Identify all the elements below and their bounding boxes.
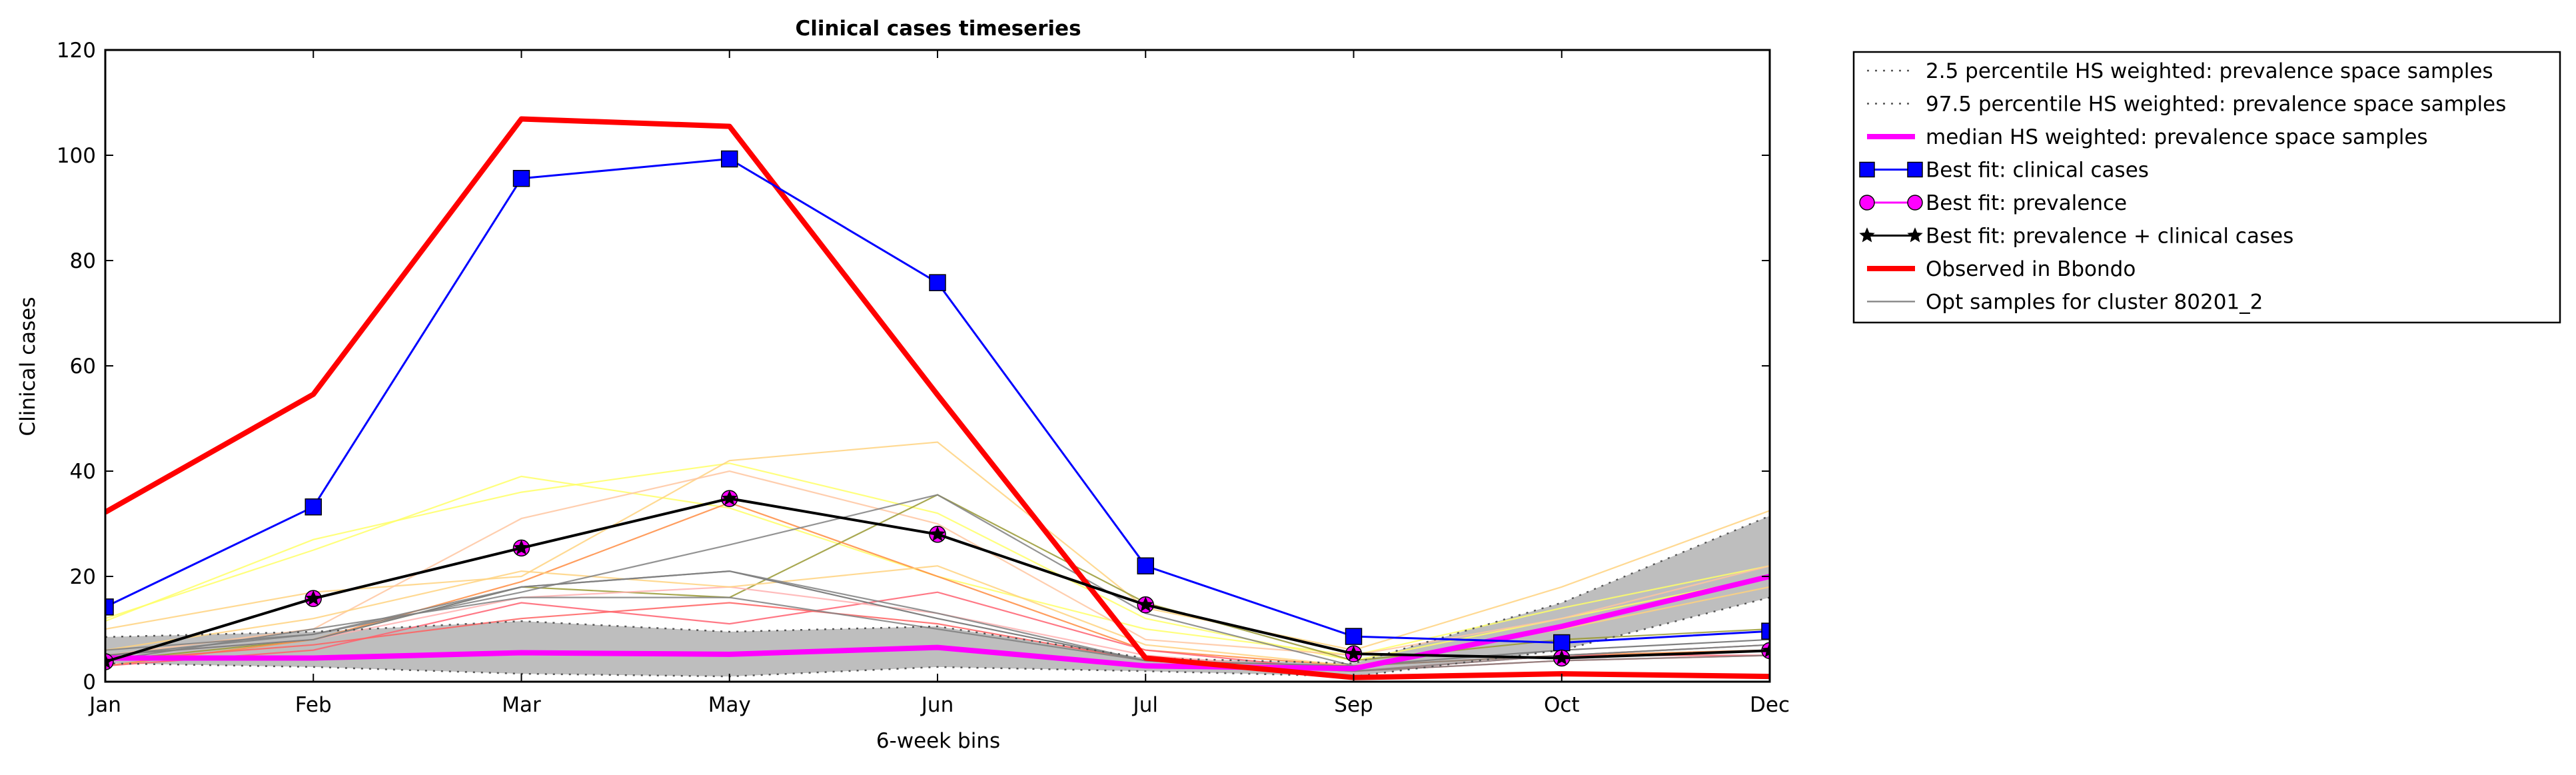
legend: 2.5 percentile HS weighted: prevalence s… [1852, 51, 2561, 324]
opt-sample-line-12 [105, 596, 1770, 672]
series-3 [105, 150, 1770, 652]
legend-label: 97.5 percentile HS weighted: prevalence … [1926, 93, 2506, 117]
legend-label: Opt samples for cluster 80201_2 [1926, 291, 2263, 315]
legend-label: median HS weighted: prevalence space sam… [1926, 125, 2428, 149]
marker-square-1 [305, 498, 322, 516]
opt-sample-line-3 [105, 470, 1770, 656]
legend-label: Observed in Bbondo [1926, 257, 2136, 281]
legend-marker-square [1907, 161, 1923, 178]
y-tick-label: 120 [57, 39, 96, 63]
legend-entry-2: median HS weighted: prevalence space sam… [1867, 125, 2428, 149]
marker-star-7 [1554, 650, 1570, 665]
legend-label: Best fit: clinical cases [1926, 159, 2149, 183]
marker-star-8 [1762, 642, 1770, 658]
x-axis-label: 6-week bins [876, 729, 1000, 753]
marker-star-5 [1137, 596, 1153, 612]
series-1 [105, 514, 1770, 664]
x-tick-label: Oct [1544, 693, 1580, 717]
legend-entry-1: 97.5 percentile HS weighted: prevalence … [1867, 93, 2506, 117]
y-tick-label: 100 [57, 144, 96, 168]
marker-star-4 [930, 526, 946, 541]
y-tick-label: 80 [70, 249, 96, 273]
x-tick-label: May [708, 693, 751, 717]
series-line-6 [105, 116, 1770, 680]
y-tick-label: 60 [70, 355, 96, 379]
marker-star-1 [305, 590, 321, 606]
marker-square-2 [512, 170, 530, 187]
y-axis-label: Clinical cases [16, 297, 40, 436]
marker-star-2 [513, 539, 530, 555]
y-tick-label: 0 [83, 670, 96, 694]
x-tick-label: Jun [920, 693, 954, 717]
legend-label: Best fit: prevalence [1926, 191, 2127, 215]
legend-label: 2.5 percentile HS weighted: prevalence s… [1926, 59, 2493, 83]
marker-star-6 [1345, 645, 1362, 661]
y-tick-label: 40 [70, 460, 96, 484]
series-0 [105, 596, 1770, 678]
legend-marker-square [1859, 161, 1875, 178]
marker-square-4 [929, 274, 946, 291]
marker-star-0 [105, 653, 113, 668]
marker-square-8 [1761, 622, 1770, 640]
legend-entry-0: 2.5 percentile HS weighted: prevalence s… [1867, 59, 2493, 83]
legend-label: Best fit: prevalence + clinical cases [1926, 225, 2293, 249]
marker-square-5 [1137, 557, 1154, 574]
marker-square-7 [1553, 634, 1571, 652]
marker-star-3 [722, 490, 738, 506]
legend-box [1852, 51, 2561, 324]
opt-sample-line-2 [105, 441, 1770, 651]
legend-entry-6: Observed in Bbondo [1867, 257, 2136, 281]
series-5 [105, 490, 1770, 668]
legend-marker-star [1859, 227, 1875, 243]
x-tick-label: Dec [1750, 693, 1790, 717]
series-line-1 [105, 514, 1770, 664]
x-tick-label: Feb [295, 693, 332, 717]
opt-sample-line-11 [105, 494, 1770, 667]
plot-area [105, 116, 1770, 680]
chart-title: Clinical cases timeseries [795, 17, 1081, 41]
legend-entry-4: Best fit: prevalence [1859, 191, 2127, 215]
marker-square-3 [721, 150, 738, 168]
x-tick-label: Jul [1132, 693, 1158, 717]
legend-marker-circle [1859, 195, 1875, 211]
percentile-band [105, 516, 1770, 677]
x-tick-label: Jan [88, 693, 121, 717]
marker-square-0 [105, 598, 114, 616]
y-tick-label: 20 [70, 565, 96, 589]
marker-square-6 [1345, 628, 1363, 645]
legend-entry-3: Best fit: clinical cases [1859, 159, 2149, 183]
x-tick-label: Sep [1334, 693, 1373, 717]
x-tick-label: Mar [502, 693, 541, 717]
legend-marker-star [1907, 227, 1923, 243]
series-6 [105, 116, 1770, 680]
legend-entry-7: Opt samples for cluster 80201_2 [1867, 291, 2263, 315]
series-line-0 [105, 596, 1770, 678]
legend-marker-circle [1907, 195, 1923, 211]
axes: Jan Feb Mar May Jun Jul Sep Oct Dec 0 20 40 60 80 100 1… [57, 39, 1790, 717]
legend-entry-5: Best fit: prevalence + clinical cases [1859, 225, 2293, 249]
opt-sample-line-1 [105, 462, 1770, 662]
